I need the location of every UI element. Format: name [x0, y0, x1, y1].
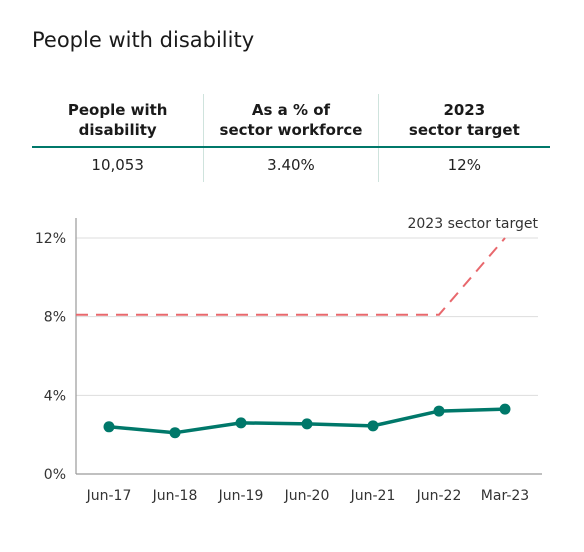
- stats-divider: [32, 146, 550, 148]
- data-point: [433, 405, 445, 417]
- data-point: [301, 418, 313, 430]
- x-tick-label: Jun-22: [416, 488, 462, 504]
- x-tick-label: Mar-23: [481, 488, 529, 504]
- header-sector-target: 2023 sector target: [377, 94, 550, 146]
- y-tick-label: 4%: [44, 388, 66, 404]
- stats-value-row: 10,053 3.40% 12%: [32, 148, 550, 182]
- x-tick-label: Jun-18: [152, 488, 198, 504]
- x-tick-label: Jun-21: [350, 488, 396, 504]
- x-tick-label: Jun-17: [86, 488, 132, 504]
- header-percent-of-workforce: As a % of sector workforce: [203, 94, 377, 146]
- y-tick-label: 0%: [44, 467, 66, 483]
- value-people-with-disability: 10,053: [91, 156, 144, 174]
- stats-table: People with disability As a % of sector …: [32, 94, 550, 182]
- stats-header-row: People with disability As a % of sector …: [32, 94, 550, 146]
- value-sector-target: 12%: [377, 148, 550, 182]
- target-series-label: 2023 sector target: [407, 216, 538, 232]
- y-tick-label: 8%: [44, 310, 66, 326]
- target-series-line: [76, 237, 506, 316]
- data-point: [499, 403, 511, 415]
- data-point: [169, 427, 181, 439]
- data-point: [367, 420, 379, 432]
- y-tick-label: 12%: [35, 231, 66, 247]
- data-point: [103, 421, 115, 433]
- x-tick-label: Jun-20: [284, 488, 330, 504]
- x-tick-label: Jun-19: [218, 488, 264, 504]
- header-people-with-disability: People with disability: [67, 101, 168, 139]
- value-percent-of-workforce: 3.40%: [203, 148, 377, 182]
- data-point: [235, 417, 247, 429]
- page-title: People with disability: [32, 28, 255, 52]
